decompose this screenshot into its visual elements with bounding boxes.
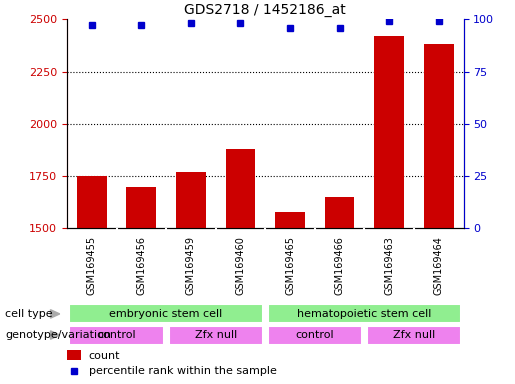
Bar [275,212,305,384]
Bar [67,350,81,361]
Text: GSM169459: GSM169459 [186,237,196,295]
Bar [168,326,263,344]
Text: Zfx null: Zfx null [393,330,435,340]
Bar [176,172,206,384]
Text: control: control [296,330,334,340]
Polygon shape [50,331,60,339]
Bar [77,176,107,384]
Text: cell type: cell type [5,309,53,319]
Text: GSM169463: GSM169463 [384,237,394,295]
Bar [127,187,156,384]
Text: percentile rank within the sample: percentile rank within the sample [89,366,277,376]
Text: control: control [97,330,136,340]
Bar [367,326,461,344]
Bar [226,149,255,384]
Polygon shape [50,310,60,318]
Bar [70,305,263,323]
Text: GSM169455: GSM169455 [87,237,97,295]
Text: GSM169464: GSM169464 [434,237,444,295]
Text: hematopoietic stem cell: hematopoietic stem cell [297,309,432,319]
Text: GSM169460: GSM169460 [235,237,246,295]
Text: embryonic stem cell: embryonic stem cell [110,309,222,319]
Bar [324,197,354,384]
Text: GSM169465: GSM169465 [285,237,295,295]
Text: GSM169466: GSM169466 [335,237,345,295]
Text: count: count [89,351,121,361]
Title: GDS2718 / 1452186_at: GDS2718 / 1452186_at [184,3,346,17]
Text: Zfx null: Zfx null [195,330,237,340]
Text: genotype/variation: genotype/variation [5,330,111,340]
Bar [70,326,164,344]
Text: GSM169456: GSM169456 [136,237,146,295]
Bar [424,44,454,384]
Bar [374,36,404,384]
Bar [268,305,461,323]
Bar [268,326,362,344]
